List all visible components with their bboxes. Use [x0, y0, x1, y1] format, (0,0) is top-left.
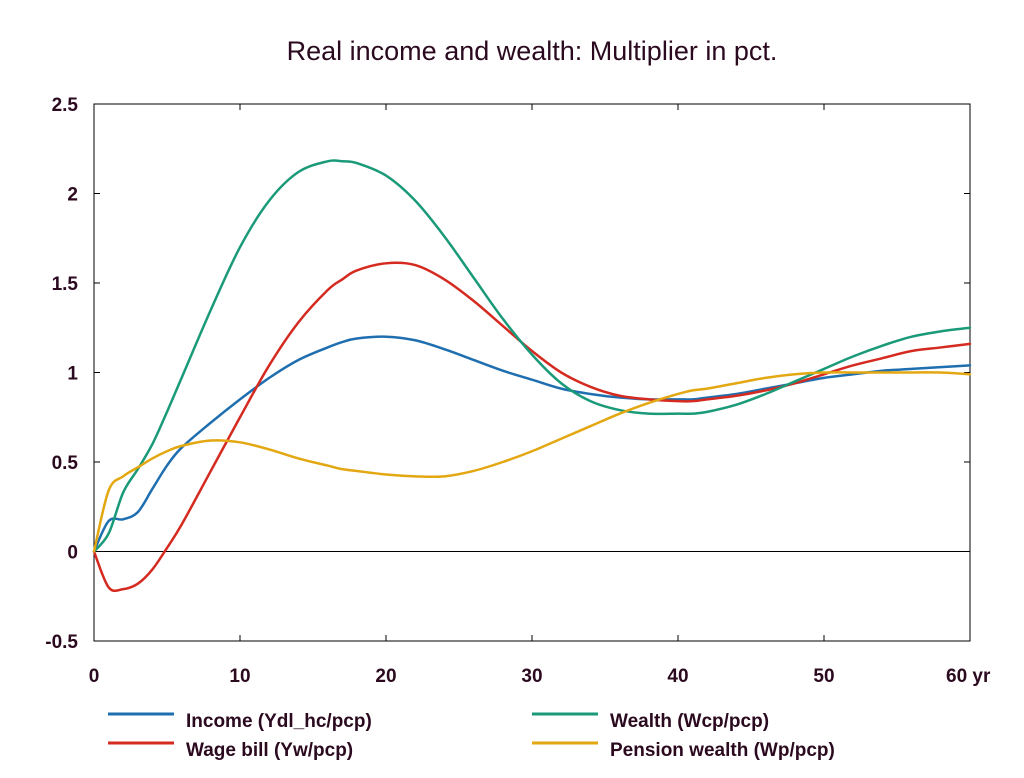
- series-lines: [92, 159, 972, 593]
- y-tick-label: 1.5: [52, 274, 79, 295]
- y-tick-label: -0.5: [45, 632, 78, 653]
- y-tick-label: 0.5: [52, 453, 79, 474]
- y-tick-label: 1: [67, 364, 78, 385]
- x-tick-label: 10: [229, 666, 250, 687]
- plot-area: -0.5 0 0.5 1 1.5 2 2.5 0 10 20 30 40 50 60 yr: [45, 95, 991, 687]
- series-line-wealth: [92, 159, 972, 553]
- y-tick-label: 2.5: [52, 95, 79, 116]
- x-tick-label: 20: [375, 666, 396, 687]
- series-line-pension-wealth: [92, 371, 972, 553]
- chart-title: Real income and wealth: Multiplier in pc…: [287, 36, 778, 66]
- x-tick-label: 30: [521, 666, 542, 687]
- x-tick-label: 60 yr: [946, 666, 991, 687]
- legend-label-wage-bill: Wage bill (Yw/pcp): [186, 740, 353, 761]
- x-tick-label: 40: [667, 666, 688, 687]
- x-tick-label: 50: [813, 666, 834, 687]
- legend-label-wealth: Wealth (Wcp/pcp): [610, 711, 769, 732]
- y-tick-label: 0: [67, 543, 78, 564]
- series-line-wage-bill: [92, 261, 972, 593]
- legend-label-income: Income (Ydl_hc/pcp): [186, 711, 372, 732]
- x-tick-label: 0: [89, 666, 100, 687]
- y-tick-label: 2: [67, 185, 78, 206]
- legend: Income (Ydl_hc/pcp) Wage bill (Yw/pcp) Wea…: [108, 711, 835, 761]
- legend-label-pension-wealth: Pension wealth (Wp/pcp): [610, 740, 835, 761]
